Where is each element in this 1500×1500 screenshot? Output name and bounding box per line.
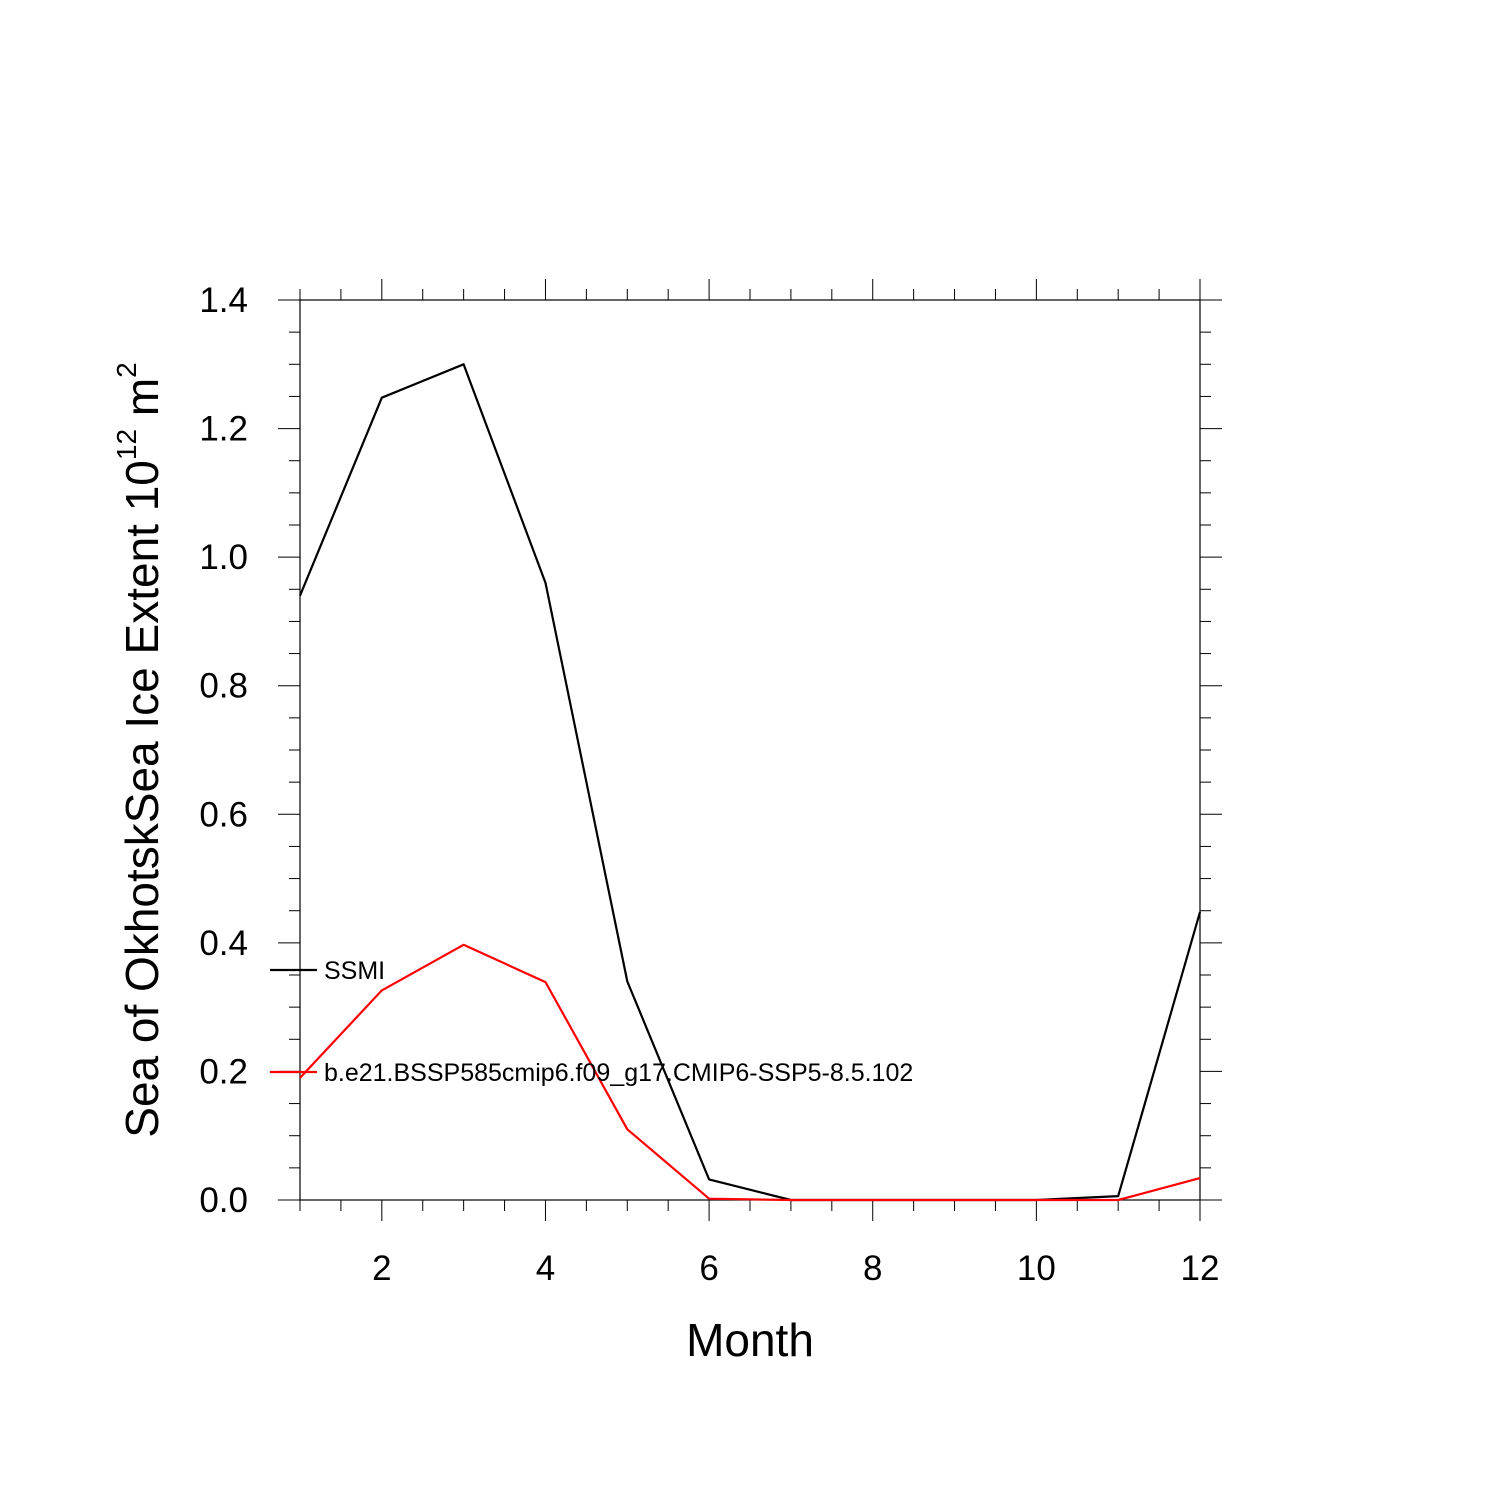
- legend-label-model: b.e21.BSSP585cmip6.f09_g17.CMIP6-SSP5-8.…: [324, 1059, 913, 1087]
- y-axis-title: Sea of OkhotskSea Ice Extent 1012 m2: [111, 362, 168, 1137]
- x-tick-label: 2: [372, 1249, 391, 1288]
- series-line-model: [299, 943, 1201, 1202]
- y-tick-label: 1.2: [199, 410, 248, 449]
- legend: SSMI b.e21.BSSP585cmip6.f09_g17.CMIP6-SS…: [270, 957, 913, 1087]
- y-axis-title-text: Sea of OkhotskSea Ice Extent 10: [116, 460, 168, 1138]
- y-tick-label: 0.6: [199, 795, 248, 834]
- x-tick-label: 4: [536, 1249, 555, 1288]
- axis-tick-labels: 2 4 6 8 10 12 0.0 0.2 0.4 0.6 0.8 1.0 1.2 1.4: [199, 281, 1219, 1288]
- y-axis-title-unit: m: [116, 378, 168, 429]
- x-tick-label: 12: [1181, 1249, 1220, 1288]
- y-tick-label: 1.4: [199, 281, 248, 320]
- x-axis-title: Month: [686, 1314, 814, 1366]
- y-tick-label: 0.8: [199, 667, 248, 706]
- axis-ticks: [278, 279, 1222, 1221]
- x-tick-label: 10: [1017, 1249, 1056, 1288]
- y-axis-title-superscript: 12: [111, 429, 142, 460]
- y-tick-label: 0.0: [199, 1181, 248, 1220]
- y-tick-label: 0.4: [199, 924, 248, 963]
- y-tick-label: 0.2: [199, 1052, 248, 1091]
- legend-label-ssmi: SSMI: [324, 957, 385, 985]
- series-lines: [298, 363, 1202, 1202]
- x-tick-label: 6: [699, 1249, 718, 1288]
- y-axis-title-unit-superscript: 2: [111, 362, 142, 378]
- y-tick-label: 1.0: [199, 538, 248, 577]
- x-tick-label: 8: [863, 1249, 882, 1288]
